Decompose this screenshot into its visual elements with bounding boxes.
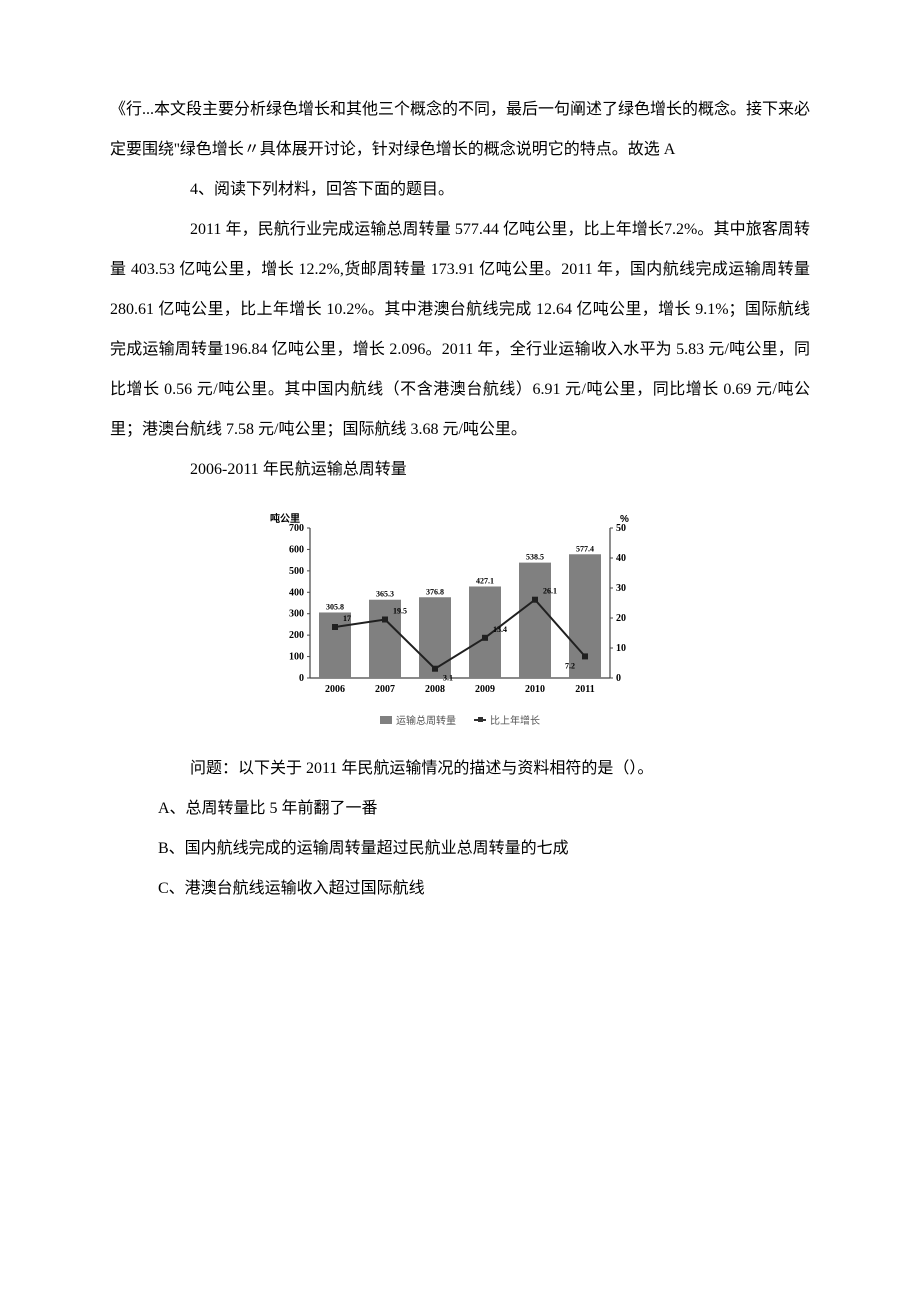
svg-text:13.4: 13.4 — [493, 625, 507, 634]
svg-text:7.2: 7.2 — [565, 661, 575, 670]
legend-bar: 运输总周转量 — [380, 712, 456, 727]
svg-text:2008: 2008 — [425, 684, 445, 695]
svg-text:3.1: 3.1 — [443, 674, 453, 683]
legend-line-label: 比上年增长 — [490, 712, 540, 727]
chart-legend: 运输总周转量 比上年增长 — [270, 712, 650, 727]
chart-title: 2006-2011 年民航运输总周转量 — [110, 450, 810, 490]
svg-text:19.5: 19.5 — [393, 607, 407, 616]
chart-svg: 亿吨公里%01002003004005006007000102030405030… — [270, 508, 650, 708]
svg-text:577.4: 577.4 — [576, 544, 594, 553]
svg-text:0: 0 — [616, 673, 621, 684]
svg-text:600: 600 — [289, 544, 304, 555]
legend-bar-swatch — [380, 716, 392, 724]
document-page: 《行...本文段主要分析绿色增长和其他三个概念的不同，最后一句阐述了绿色增长的概… — [0, 0, 920, 1301]
svg-text:2007: 2007 — [375, 684, 395, 695]
option-c: C、港澳台航线运输收入超过国际航线 — [110, 869, 810, 909]
option-b: B、国内航线完成的运输周转量超过民航业总周转量的七成 — [110, 829, 810, 869]
svg-text:100: 100 — [289, 652, 304, 663]
svg-text:17: 17 — [343, 614, 351, 623]
svg-text:365.3: 365.3 — [376, 590, 394, 599]
question-4-stem: 4、阅读下列材料，回答下面的题目。 — [110, 170, 810, 210]
svg-text:30: 30 — [616, 583, 626, 594]
svg-text:500: 500 — [289, 566, 304, 577]
svg-text:2009: 2009 — [475, 684, 495, 695]
svg-text:2010: 2010 — [525, 684, 545, 695]
svg-text:2011: 2011 — [575, 684, 594, 695]
svg-text:427.1: 427.1 — [476, 576, 494, 585]
svg-text:400: 400 — [289, 587, 304, 598]
svg-text:538.5: 538.5 — [526, 553, 544, 562]
svg-text:700: 700 — [289, 523, 304, 534]
svg-text:20: 20 — [616, 613, 626, 624]
svg-text:200: 200 — [289, 630, 304, 641]
svg-text:40: 40 — [616, 553, 626, 564]
paragraph-body: 2011 年，民航行业完成运输总周转量 577.44 亿吨公里，比上年增长7.2… — [110, 210, 810, 450]
svg-text:50: 50 — [616, 523, 626, 534]
svg-text:305.8: 305.8 — [326, 602, 344, 611]
legend-bar-label: 运输总周转量 — [396, 712, 456, 727]
question-text: 问题：以下关于 2011 年民航运输情况的描述与资料相符的是（）。 — [110, 749, 810, 789]
svg-text:26.1: 26.1 — [543, 587, 557, 596]
option-a: A、总周转量比 5 年前翻了一番 — [110, 789, 810, 829]
svg-text:300: 300 — [289, 609, 304, 620]
svg-text:0: 0 — [299, 673, 304, 684]
svg-text:2006: 2006 — [325, 684, 345, 695]
legend-line-swatch — [474, 719, 486, 721]
svg-text:10: 10 — [616, 643, 626, 654]
paragraph-intro: 《行...本文段主要分析绿色增长和其他三个概念的不同，最后一句阐述了绿色增长的概… — [110, 90, 810, 170]
chart-container: 亿吨公里%01002003004005006007000102030405030… — [270, 508, 650, 727]
svg-text:376.8: 376.8 — [426, 587, 444, 596]
legend-line: 比上年增长 — [474, 712, 540, 727]
